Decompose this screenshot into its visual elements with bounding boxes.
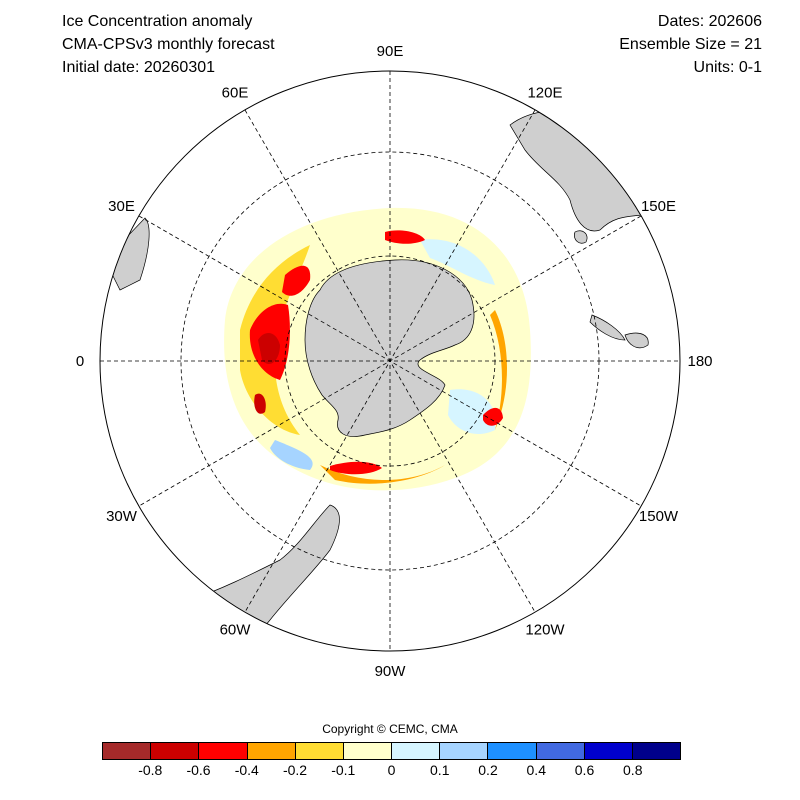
- longitude-label: 180: [687, 353, 712, 370]
- colorbar-tick-label: 0: [387, 762, 396, 778]
- colorbar-tick-label: -0.4: [234, 762, 259, 778]
- anomaly-core-red: [330, 461, 382, 475]
- anomaly-core-dark-red: [258, 333, 280, 365]
- anomaly-core-red: [282, 265, 311, 296]
- longitude-label: 60E: [222, 85, 249, 102]
- colorbar-swatch: [295, 743, 344, 759]
- anomaly-core-dark-red: [254, 393, 266, 414]
- colorbar-swatch: [488, 743, 537, 759]
- anomaly-core-red: [483, 407, 503, 426]
- colorbar-tick-label: 0.8: [623, 762, 643, 778]
- colorbar-swatch: [247, 743, 296, 759]
- colorbar-tick-label: -0.2: [282, 762, 308, 778]
- anomaly-core-red: [385, 230, 425, 244]
- longitude-label: 150E: [641, 198, 676, 215]
- longitude-label: 120E: [527, 85, 562, 102]
- initial-date: Initial date: 20260301: [62, 59, 216, 76]
- longitude-label: 30E: [108, 198, 135, 215]
- longitude-label: 30W: [106, 508, 138, 525]
- colorbar-ticks: -0.8 -0.6 -0.4 -0.2 -0.1 0 0.1 0.2 0.4 0.6 0.8: [102, 762, 681, 782]
- anomaly-patch-light-blue: [448, 389, 496, 435]
- longitude-labels: 90E 120E 150E 180 150W 120W 90W 60W 30W 0 30E 60E: [76, 43, 713, 680]
- header-left: Ice Concentration anomaly CMA-CPSv3 mont…: [62, 12, 275, 81]
- forecast-dates: Dates: 202606: [657, 13, 762, 30]
- longitude-label: 150W: [639, 508, 679, 525]
- colorbar-tick-label: -0.6: [186, 762, 211, 778]
- map-boundary: [99, 70, 681, 652]
- colorbar-swatch: [343, 743, 393, 759]
- longitude-label: 120W: [525, 622, 565, 639]
- longitude-label: 90E: [377, 43, 404, 60]
- colorbar: [102, 742, 681, 760]
- header-right: Dates: 202606 Ensemble Size = 21 Units: …: [619, 12, 762, 81]
- colorbar-swatch: [103, 743, 152, 759]
- colorbar-swatch: [584, 743, 633, 759]
- new-zealand: [589, 314, 649, 349]
- anomaly-patch-light-blue: [420, 239, 495, 285]
- longitude-label: 0: [76, 353, 84, 370]
- anomaly-band-orange: [320, 465, 445, 484]
- anomaly-band-orange: [490, 310, 508, 430]
- antarctica: [304, 259, 475, 437]
- colorbar-swatch: [392, 743, 441, 759]
- longitude-label: 60W: [220, 622, 252, 639]
- tasmania: [574, 230, 588, 244]
- model-name: CMA-CPSv3 monthly forecast: [62, 36, 275, 53]
- colorbar-tick-label: 0.4: [526, 762, 546, 778]
- anomaly-patch-blue: [270, 440, 313, 470]
- units: Units: 0-1: [693, 59, 762, 76]
- copyright: Copyright © CEMC, CMA: [322, 722, 458, 736]
- colorbar-swatch: [151, 743, 200, 759]
- colorbar-tick-label: 0.1: [430, 762, 450, 778]
- ensemble-size: Ensemble Size = 21: [619, 36, 762, 53]
- colorbar-tick-label: -0.1: [331, 762, 356, 778]
- map-disk: [100, 71, 680, 651]
- colorbar-swatch: [440, 743, 489, 759]
- meridian-150: [138, 215, 642, 507]
- colorbar-tick-label: 0.6: [574, 762, 595, 778]
- map-title: Ice Concentration anomaly: [62, 13, 253, 30]
- longitude-label: 90W: [375, 663, 407, 680]
- colorbar-tick-label: -0.8: [138, 762, 163, 778]
- graticule: [100, 71, 680, 651]
- colorbar-tick-label: 0.2: [478, 762, 498, 778]
- colorbar-swatch: [536, 743, 585, 759]
- colorbar-swatch: [632, 743, 681, 759]
- africa-south-tip: [104, 217, 150, 291]
- colorbar-swatch: [199, 743, 248, 759]
